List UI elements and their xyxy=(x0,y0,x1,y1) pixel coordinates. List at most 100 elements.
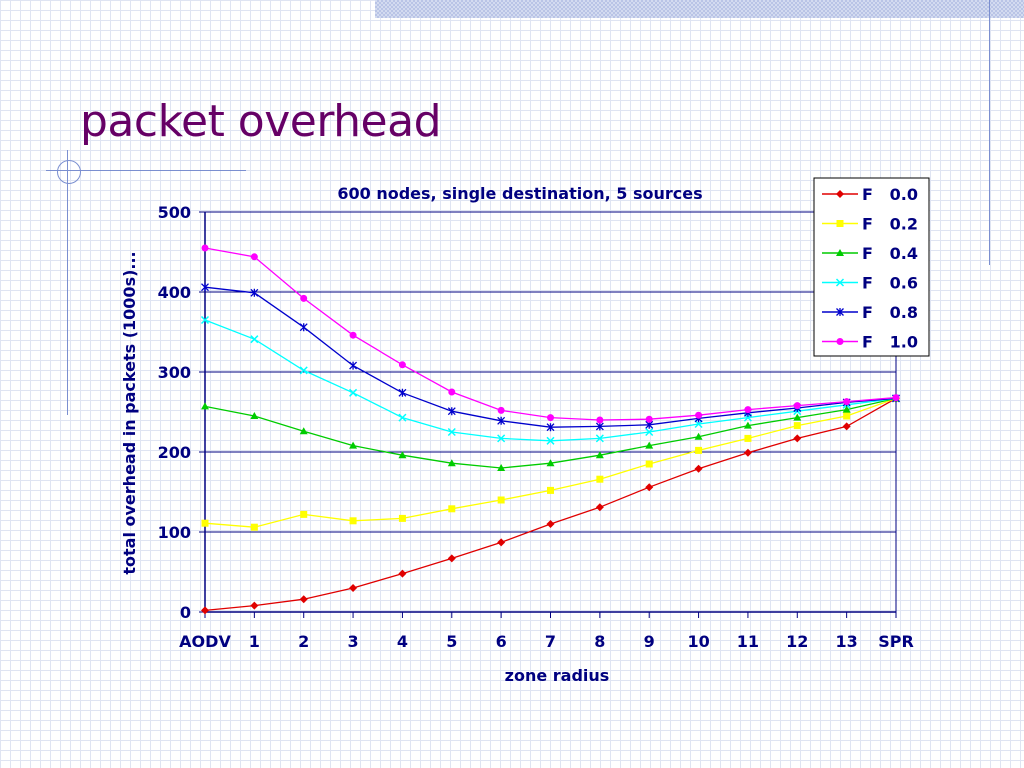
data-point xyxy=(447,554,456,563)
data-point xyxy=(595,451,604,459)
gridlines xyxy=(205,211,896,533)
data-point xyxy=(447,407,456,416)
data-point xyxy=(300,294,308,302)
x-tick-label: AODV xyxy=(179,632,231,651)
y-tick-label: 300 xyxy=(158,363,191,382)
data-point xyxy=(299,595,308,604)
series-1 xyxy=(201,394,900,531)
data-point xyxy=(448,505,456,513)
legend-marker xyxy=(835,278,845,287)
data-point xyxy=(744,434,752,442)
data-point xyxy=(398,413,407,422)
data-point xyxy=(842,422,851,431)
data-point xyxy=(743,448,752,457)
x-tick-label: 5 xyxy=(446,632,457,651)
data-point xyxy=(200,315,210,325)
data-point xyxy=(299,323,308,332)
data-point xyxy=(497,464,506,471)
data-point xyxy=(447,427,456,437)
data-point xyxy=(349,388,358,397)
x-tick-label: 13 xyxy=(836,632,858,651)
data-point xyxy=(843,398,851,406)
data-point xyxy=(793,402,801,410)
data-point xyxy=(398,388,407,397)
data-point xyxy=(497,434,506,443)
data-point xyxy=(547,486,554,494)
chart-title: 600 nodes, single destination, 5 sources xyxy=(337,184,702,203)
data-point xyxy=(695,446,703,454)
legend-marker xyxy=(836,220,844,227)
x-tick-label: 11 xyxy=(737,632,759,651)
data-point xyxy=(546,436,555,445)
x-tick-label: SPR xyxy=(878,632,914,651)
y-tick-label: 0 xyxy=(180,603,191,622)
data-point xyxy=(694,464,703,473)
legend: F 0.0 F 0.2 F 0.4 F 0.6 F 0.8 F 1.0 xyxy=(813,177,930,357)
data-point xyxy=(349,517,357,525)
data-point xyxy=(349,331,357,339)
data-point xyxy=(595,503,604,512)
x-tick-label: 9 xyxy=(644,632,655,651)
legend-item: F 0.4 xyxy=(822,244,918,263)
data-point xyxy=(250,523,258,531)
data-point xyxy=(250,288,259,297)
x-tick-label: 6 xyxy=(496,632,507,651)
legend-item: F 0.2 xyxy=(822,215,918,234)
series-5 xyxy=(201,244,900,424)
legend-item: F 0.8 xyxy=(822,303,918,322)
data-point xyxy=(201,606,209,615)
legend-label: F 0.8 xyxy=(862,303,918,322)
series-layer xyxy=(200,244,901,615)
data-point xyxy=(497,538,506,547)
data-point xyxy=(694,432,703,440)
data-point xyxy=(546,459,555,467)
y-tick-label: 500 xyxy=(158,203,191,222)
data-point xyxy=(546,520,555,528)
legend-item: F 0.0 xyxy=(822,185,918,204)
data-point xyxy=(250,335,259,344)
data-point xyxy=(250,253,258,261)
y-tick-label: 400 xyxy=(158,283,191,302)
data-point xyxy=(497,406,505,414)
data-point xyxy=(645,460,653,468)
data-point xyxy=(299,427,308,435)
data-point xyxy=(595,422,604,431)
data-point xyxy=(497,496,505,504)
data-point xyxy=(793,434,802,443)
data-point xyxy=(201,402,209,410)
data-point xyxy=(448,388,456,396)
data-point xyxy=(201,519,209,527)
data-point xyxy=(201,283,209,292)
data-point xyxy=(349,361,358,370)
data-point xyxy=(793,422,801,430)
data-point xyxy=(201,244,209,252)
legend-box xyxy=(813,177,930,357)
data-point xyxy=(793,413,802,421)
data-point xyxy=(744,406,752,414)
data-point xyxy=(596,416,604,424)
x-tick-label: 7 xyxy=(545,632,556,651)
x-tick-label: 10 xyxy=(687,632,709,651)
data-point xyxy=(645,427,654,437)
data-point xyxy=(694,419,703,429)
x-tick-label: 2 xyxy=(298,632,309,651)
data-point xyxy=(398,361,406,369)
legend-marker xyxy=(836,338,844,345)
data-point xyxy=(645,483,654,492)
data-point xyxy=(892,394,900,402)
legend-label: F 0.0 xyxy=(862,185,918,204)
data-point xyxy=(546,423,555,432)
data-point xyxy=(398,514,406,522)
data-point xyxy=(843,412,851,420)
y-tick-label: 100 xyxy=(158,523,191,542)
rule-junction-circle xyxy=(57,160,81,184)
data-point xyxy=(398,451,407,459)
data-point xyxy=(645,415,653,423)
data-point xyxy=(842,405,851,413)
data-point xyxy=(300,510,308,518)
data-point xyxy=(447,459,456,467)
data-point xyxy=(349,441,358,449)
top-decorative-band xyxy=(375,0,1024,18)
